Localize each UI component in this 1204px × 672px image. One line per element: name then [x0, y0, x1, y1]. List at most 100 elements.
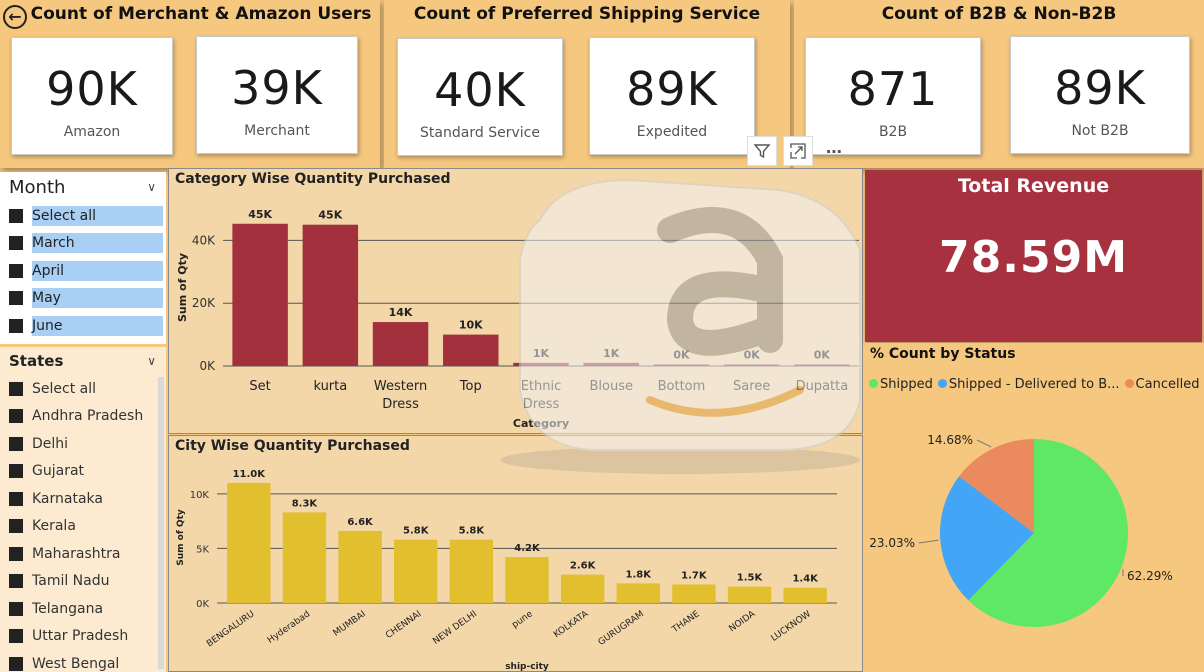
state-item-kerala[interactable]: Kerala: [0, 513, 166, 541]
amazon-users-card: 90K Amazon: [11, 37, 173, 155]
state-item-select-all[interactable]: Select all: [0, 375, 166, 403]
checkbox[interactable]: [9, 491, 23, 506]
y-axis-label: Sum of Qty: [176, 509, 186, 566]
bar-top: [443, 334, 499, 366]
x-tick-label: Western: [374, 379, 427, 394]
checkbox[interactable]: [9, 601, 23, 616]
x-tick-label: Dupatta: [796, 379, 849, 394]
data-label: 1.8K: [626, 569, 653, 580]
data-label: 45K: [248, 208, 272, 221]
bar-gurugram: [616, 583, 660, 603]
legend-label: Cancelled: [1135, 377, 1200, 392]
state-item-label: West Bengal: [32, 655, 120, 672]
checkbox[interactable]: [9, 656, 23, 671]
state-item-andhra-pradesh[interactable]: Andhra Pradesh: [0, 403, 166, 431]
month-slicer: Month ∨ Select all March April May June: [0, 172, 166, 344]
checkbox[interactable]: [9, 629, 23, 644]
city-chart-title: City Wise Quantity Purchased: [175, 438, 410, 454]
city-chart: 0K 5K 10K 11.0K BENGALURU 8.3K Hyderabad 6.6K MU…: [176, 469, 837, 671]
bar-mumbai: [338, 530, 382, 603]
legend-label: Shipped - Delivered to B...: [948, 377, 1120, 392]
data-label: 1K: [533, 347, 550, 360]
leader-line: [918, 539, 939, 544]
checkbox[interactable]: [9, 546, 23, 561]
more-options-icon[interactable]: ⋯: [826, 141, 842, 161]
checkbox[interactable]: [9, 236, 23, 251]
legend-item-shipped[interactable]: Shipped: [869, 377, 933, 392]
state-item-karnataka[interactable]: Karnataka: [0, 485, 166, 513]
amazon-users-label: Amazon: [63, 124, 121, 140]
state-item-maharashtra[interactable]: Maharashtra: [0, 540, 166, 568]
chevron-down-icon[interactable]: ∨: [147, 354, 156, 368]
checkbox[interactable]: [9, 263, 23, 278]
back-arrow-icon[interactable]: ←: [3, 5, 27, 29]
filter-icon[interactable]: [747, 136, 777, 166]
b2b-section-title: Count of B2B & Non-B2B: [881, 4, 1117, 24]
x-tick-label: Dress: [382, 397, 419, 412]
state-item-label: Maharashtra: [32, 545, 121, 562]
total-revenue-card: Total Revenue 78.59M: [865, 170, 1202, 342]
expedited-card: 89K Expedited: [589, 37, 755, 155]
checkbox[interactable]: [9, 409, 23, 424]
expedited-label: Expedited: [636, 124, 708, 140]
bar-new-delhi: [449, 539, 494, 603]
checkbox[interactable]: [9, 291, 23, 306]
state-item-telangana[interactable]: Telangana: [0, 595, 166, 623]
checkbox[interactable]: [9, 519, 23, 534]
states-scrollbar[interactable]: [158, 377, 164, 669]
bar-pune: [505, 557, 549, 603]
y-tick-label: 0K: [199, 359, 216, 373]
checkbox[interactable]: [9, 574, 23, 589]
data-label: 1.4K: [792, 574, 819, 585]
x-tick-label: Saree: [733, 379, 770, 394]
chevron-down-icon[interactable]: ∨: [147, 180, 156, 194]
month-item-label: April: [32, 260, 163, 281]
y-axis-label: Sum of Qty: [176, 253, 189, 322]
bar-lucknow: [783, 587, 827, 603]
bar-bottom: [653, 364, 710, 366]
users-section: ← Count of Merchant & Amazon Users 90K A…: [0, 0, 380, 168]
x-tick-label: Top: [459, 379, 482, 394]
checkbox[interactable]: [9, 464, 23, 479]
state-item-label: Karnataka: [32, 490, 103, 507]
state-item-west-bengal[interactable]: West Bengal: [0, 650, 166, 672]
legend-item-cancelled[interactable]: Cancelled: [1124, 377, 1200, 392]
x-tick-label: CHENNAI: [384, 609, 423, 641]
data-label: 1.5K: [737, 573, 764, 584]
month-item-select-all[interactable]: Select all: [0, 202, 166, 230]
bar-ethnic-dress: [513, 362, 569, 366]
data-label: 5.8K: [403, 526, 430, 537]
status-chart-title: % Count by Status: [870, 346, 1016, 362]
status-legend: Shipped Shipped - Delivered to B... Cancel…: [869, 377, 1199, 392]
x-axis-label: ship-city: [505, 662, 549, 671]
month-item-march[interactable]: March: [0, 230, 166, 258]
state-item-delhi[interactable]: Delhi: [0, 430, 166, 458]
month-item-may[interactable]: May: [0, 285, 166, 313]
x-tick-label: kurta: [313, 379, 347, 394]
checkbox[interactable]: [9, 381, 23, 396]
checkbox[interactable]: [9, 208, 23, 223]
checkbox[interactable]: [9, 318, 23, 333]
data-label: 2.6K: [570, 561, 597, 572]
pie-slice-shipped-delivered-to-b: [940, 476, 1034, 601]
data-label: 1K: [603, 347, 620, 360]
month-item-label: June: [32, 315, 163, 336]
month-item-june[interactable]: June: [0, 312, 166, 340]
legend-item-shipped-delivered-to-b[interactable]: Shipped - Delivered to B...: [937, 377, 1120, 392]
month-item-label: March: [32, 233, 163, 254]
state-item-label: Kerala: [32, 518, 76, 535]
month-item-april[interactable]: April: [0, 257, 166, 285]
state-item-uttar-pradesh[interactable]: Uttar Pradesh: [0, 623, 166, 651]
focus-mode-icon[interactable]: [783, 136, 813, 166]
leader-line: [976, 439, 992, 448]
category-chart-title: Category Wise Quantity Purchased: [175, 171, 451, 187]
y-tick-label: 40K: [192, 233, 216, 247]
legend-marker: [1124, 379, 1134, 388]
state-item-tamil-nadu[interactable]: Tamil Nadu: [0, 568, 166, 596]
x-tick-label: Dress: [523, 397, 560, 412]
checkbox[interactable]: [9, 436, 23, 451]
bar-thane: [672, 584, 716, 603]
state-item-gujarat[interactable]: Gujarat: [0, 458, 166, 486]
total-revenue-value: 78.59M: [939, 232, 1128, 283]
legend-marker: [869, 379, 878, 388]
